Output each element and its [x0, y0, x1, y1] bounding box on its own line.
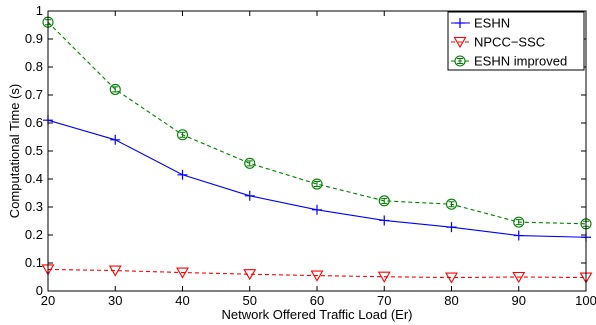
- series-2: [42, 16, 592, 230]
- series-2-point-4-errorbar: [314, 181, 320, 188]
- series-2-point-7: [513, 216, 525, 228]
- series-2-point-4: [311, 178, 323, 190]
- series-1-point-4: [310, 270, 324, 282]
- x-tick-label-0: 20: [41, 293, 55, 308]
- y-tick-label-3: 0.3: [25, 199, 43, 214]
- y-tick-label-1: 0.1: [25, 255, 43, 270]
- series-0-point-6: [446, 222, 457, 233]
- series-2-point-1: [109, 83, 121, 95]
- series-2-point-6-ring: [445, 198, 458, 210]
- legend-box: [447, 11, 585, 71]
- series-2-point-3-errorbar: [246, 160, 253, 167]
- legend-marker-0: [455, 18, 465, 28]
- y-tick-label-10: 1: [36, 3, 43, 18]
- y-axis-label: Computational Time (s): [7, 84, 22, 218]
- legend-label-2: ESHN improved: [474, 54, 567, 69]
- series-2-point-1-ring: [109, 83, 121, 95]
- series-1-point-7: [512, 271, 526, 284]
- series-2-point-1-errorbar: [112, 86, 119, 93]
- series-2-point-7-ring: [513, 216, 525, 228]
- series-2-point-4-ring: [311, 178, 323, 190]
- series-2-point-5: [378, 195, 390, 207]
- series-1-point-2: [176, 267, 189, 279]
- series-0-point-4: [312, 204, 322, 215]
- y-tick-label-4: 0.4: [25, 171, 43, 186]
- series-2-line: [47, 21, 587, 225]
- legend: ESHN NPCC−SSC ESHN improved: [447, 11, 585, 71]
- series-2-point-3-ring: [244, 157, 256, 169]
- y-tick-label-8: 0.8: [25, 59, 43, 74]
- x-tick-label-5: 70: [377, 293, 391, 308]
- series-0-point-5: [379, 215, 390, 226]
- series-2-point-7-errorbar: [515, 219, 522, 226]
- x-tick-label-2: 40: [175, 293, 189, 308]
- x-tick-label-3: 50: [243, 293, 257, 308]
- series-1-point-6: [445, 272, 458, 284]
- series-2-point-2-errorbar: [179, 131, 186, 138]
- legend-item-0: ESHN: [451, 16, 510, 31]
- series-1-line: [47, 268, 587, 279]
- series-2-point-3: [244, 157, 256, 169]
- legend-marker-2-errorbar: [457, 58, 463, 64]
- series-0-point-7: [513, 230, 524, 241]
- legend-item-1: NPCC−SSC: [451, 35, 545, 50]
- series-2-point-6: [445, 198, 458, 210]
- x-tick-label-1: 30: [108, 293, 122, 308]
- y-tick-label-2: 0.2: [25, 227, 43, 242]
- series-0-point-2: [177, 169, 188, 180]
- legend-label-1: NPCC−SSC: [474, 35, 545, 50]
- axes-layer: 20 30 40 50 60 70 80 90 100 0 0.1 0.2 0.3 0.4 0.5 0.6 0.…: [25, 3, 596, 308]
- series-2-point-5-errorbar: [381, 197, 388, 204]
- legend-marker-1: [453, 36, 467, 49]
- x-tick-label-7: 90: [512, 293, 526, 308]
- legend-marker-2-ring: [454, 55, 466, 67]
- legend-label-0: ESHN: [474, 16, 510, 31]
- series-0-point-3: [244, 190, 255, 201]
- series-1-point-3: [243, 269, 257, 281]
- series-1-point-5: [377, 271, 391, 283]
- x-tick-label-8: 100: [575, 293, 596, 308]
- legend-marker-2: [454, 55, 466, 67]
- y-tick-label-7: 0.7: [25, 87, 43, 102]
- series-2-point-2: [176, 129, 189, 141]
- y-tick-label-5: 0.5: [25, 143, 43, 158]
- x-axis-label: Network Offered Traffic Load (Er): [222, 307, 413, 322]
- legend-item-2: ESHN improved: [451, 54, 567, 69]
- y-tick-label-9: 0.9: [25, 31, 43, 46]
- series-0-point-1: [110, 134, 121, 145]
- y-tick-label-0: 0: [36, 283, 43, 298]
- x-tick-label-4: 60: [310, 293, 324, 308]
- series-2-point-6-errorbar: [448, 201, 455, 208]
- series-1-point-1: [108, 265, 122, 277]
- series-2-point-2-ring: [176, 129, 189, 141]
- x-tick-label-6: 80: [444, 293, 458, 308]
- y-tick-label-6: 0.6: [25, 115, 43, 130]
- series-2-point-5-ring: [378, 195, 390, 207]
